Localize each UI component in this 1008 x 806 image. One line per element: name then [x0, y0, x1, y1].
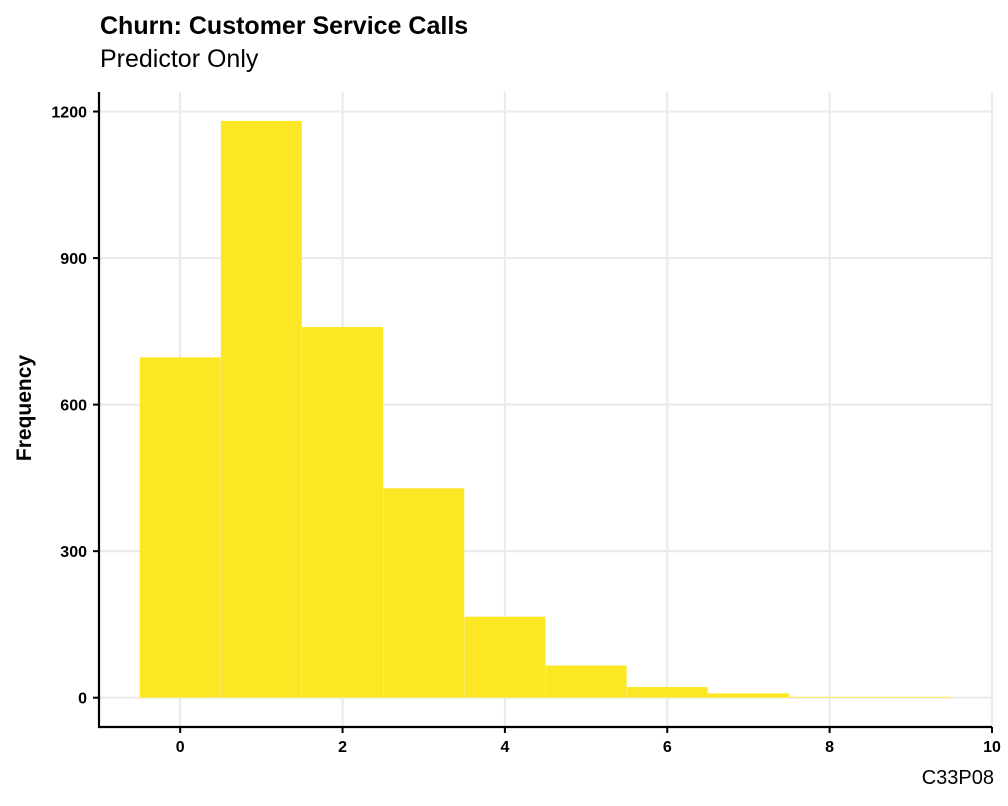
x-tick-label: 6	[663, 739, 672, 756]
x-tick-label: 8	[825, 739, 834, 756]
y-tick-label: 1200	[51, 105, 87, 122]
x-tick-label: 4	[500, 739, 509, 756]
histogram-bar	[139, 357, 221, 698]
y-tick-label: 0	[78, 691, 87, 708]
y-axis-label: Frequency	[13, 355, 36, 462]
histogram-bar	[301, 326, 384, 698]
histogram-bars	[139, 120, 952, 698]
y-tick-label: 300	[60, 544, 87, 561]
histogram-bar	[464, 616, 546, 698]
histogram-bar	[626, 686, 709, 698]
x-tick-label: 2	[338, 739, 347, 756]
axes: 0 300 600 900 1200 0 2 4 6 8 10	[51, 92, 1001, 756]
histogram-bar	[870, 696, 952, 698]
chart-caption: C33P08	[921, 767, 994, 789]
chart-subtitle: Predictor Only	[100, 45, 259, 73]
x-tick-label: 0	[176, 739, 185, 756]
histogram-bar	[707, 693, 790, 698]
histogram-bar	[220, 120, 303, 698]
y-tick-label: 600	[60, 398, 87, 415]
histogram-bar	[788, 696, 871, 698]
y-tick-label: 900	[60, 251, 87, 268]
histogram-bar	[382, 487, 465, 698]
chart-title: Churn: Customer Service Calls	[100, 12, 469, 40]
x-tick-label: 10	[983, 739, 1001, 756]
histogram-bar	[545, 665, 627, 698]
